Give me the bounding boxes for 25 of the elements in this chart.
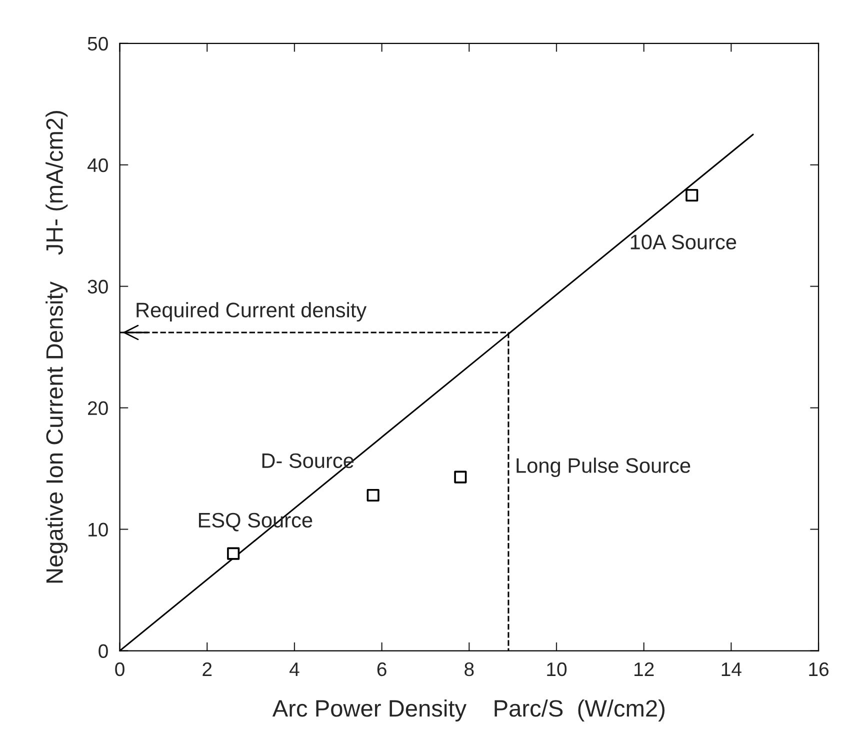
x-tick-label: 0 [115,662,124,676]
annotation: D- Source [262,453,354,468]
x-tick-label: 12 [634,662,654,676]
point [686,188,698,202]
x-tick-label: 4 [290,662,300,676]
y-tick-label: 20 [88,401,108,416]
x-tick-label: 14 [722,662,742,676]
y-tick-label: 50 [88,36,108,51]
point [454,470,467,484]
x-tick-label: 16 [809,662,828,676]
y-tick-label: 10 [88,522,108,537]
x-tick-label: 10 [547,662,567,676]
x-tick-label: 2 [202,662,212,676]
x-tick-label: 8 [464,662,474,676]
point [227,547,240,560]
y-tick-label: 40 [87,158,108,172]
y-axis-title: Negative Ion Current Density JH- (mA/cm2) [46,111,68,583]
x-tick-label: 6 [377,662,386,676]
x-axis-title: Arc Power Density Parc/S (W/cm2) [272,699,664,722]
annotation: Long Pulse Source [516,458,690,478]
annotation: Required Current density [136,302,367,322]
annotation: 10A Source [630,234,736,250]
y-tick-label: 30 [88,280,108,294]
point [366,488,380,502]
y-tick-label: 0 [98,644,108,658]
